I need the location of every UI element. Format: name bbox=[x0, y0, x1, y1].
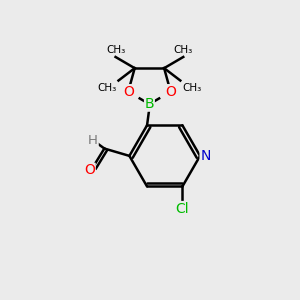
Text: H: H bbox=[88, 134, 98, 147]
Text: O: O bbox=[123, 85, 134, 99]
Text: O: O bbox=[165, 85, 176, 99]
Text: CH₃: CH₃ bbox=[106, 45, 125, 55]
Text: B: B bbox=[145, 97, 154, 111]
Text: N: N bbox=[200, 149, 211, 163]
Text: CH₃: CH₃ bbox=[174, 45, 193, 55]
Text: Cl: Cl bbox=[176, 202, 189, 216]
Text: CH₃: CH₃ bbox=[97, 83, 116, 93]
Text: O: O bbox=[84, 163, 95, 177]
Text: CH₃: CH₃ bbox=[183, 83, 202, 93]
